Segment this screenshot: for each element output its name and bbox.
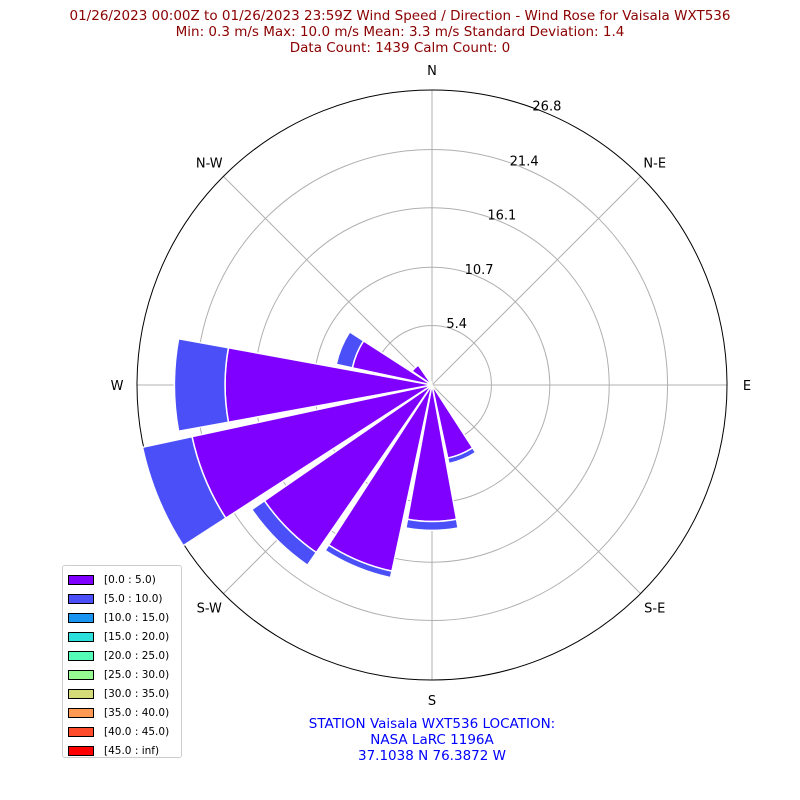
station-info: STATION Vaisala WXT536 LOCATION: NASA La… bbox=[232, 716, 632, 764]
legend-swatch bbox=[68, 612, 94, 623]
legend-item: [25.0 : 30.0) bbox=[68, 665, 181, 684]
bar-segment-bin-0 bbox=[429, 380, 433, 386]
legend-item: [0.0 : 5.0) bbox=[68, 570, 181, 589]
direction-label: S bbox=[428, 694, 436, 709]
bar-segment-bin-1 bbox=[335, 330, 365, 369]
radial-tick-label: 10.7 bbox=[465, 263, 494, 278]
direction-label: N-E bbox=[643, 156, 666, 171]
legend-label: [0.0 : 5.0) bbox=[104, 573, 156, 586]
legend-label: [45.0 : inf) bbox=[104, 744, 160, 757]
legend-item: [10.0 : 15.0) bbox=[68, 608, 181, 627]
legend-swatch bbox=[68, 726, 94, 737]
legend-swatch bbox=[68, 593, 94, 604]
station-line-2: NASA LaRC 1196A bbox=[370, 732, 494, 748]
bar-segment-bin-1 bbox=[405, 518, 459, 532]
title-line-3: Data Count: 1439 Calm Count: 0 bbox=[289, 40, 511, 56]
legend-swatch bbox=[68, 650, 94, 661]
title-line-2: Min: 0.3 m/s Max: 10.0 m/s Mean: 3.3 m/s… bbox=[175, 24, 625, 40]
legend-item: [35.0 : 40.0) bbox=[68, 703, 181, 722]
bar-segment-bin-1 bbox=[446, 446, 477, 465]
direction-label: W bbox=[111, 379, 124, 394]
legend-label: [35.0 : 40.0) bbox=[104, 706, 170, 719]
radial-gridline bbox=[431, 384, 641, 594]
bar-segment-bin-0 bbox=[411, 364, 433, 386]
radial-gridline bbox=[223, 176, 433, 386]
direction-label: N-W bbox=[196, 156, 223, 171]
direction-label: E bbox=[743, 379, 751, 394]
legend-item: [20.0 : 25.0) bbox=[68, 646, 181, 665]
direction-label: N bbox=[427, 64, 437, 79]
legend-swatch bbox=[68, 707, 94, 718]
radial-tick-label: 21.4 bbox=[510, 154, 539, 169]
axis-labels: 5.4 10.7 16.1 21.4 26.8 N N-E E S-E S S-W W N-W bbox=[111, 64, 752, 709]
radial-gridline bbox=[431, 176, 641, 386]
wind-bars bbox=[141, 330, 477, 579]
legend-label: [20.0 : 25.0) bbox=[104, 649, 170, 662]
station-line-3: 37.1038 N 76.3872 W bbox=[358, 748, 506, 764]
title-line-1: 01/26/2023 00:00Z to 01/26/2023 23:59Z W… bbox=[69, 8, 731, 24]
radial-tick-label: 26.8 bbox=[532, 99, 561, 114]
legend-label: [25.0 : 30.0) bbox=[104, 668, 170, 681]
bar-segment-bin-1 bbox=[324, 543, 393, 579]
outer-ring bbox=[136, 89, 728, 681]
radial-tick-label: 16.1 bbox=[487, 208, 516, 223]
legend-swatch bbox=[68, 745, 94, 756]
legend-item: [5.0 : 10.0) bbox=[68, 589, 181, 608]
legend-item: [40.0 : 45.0) bbox=[68, 722, 181, 741]
legend: [0.0 : 5.0) [5.0 : 10.0) [10.0 : 15.0) [15.… bbox=[62, 565, 182, 758]
radial-tick-label: 5.4 bbox=[446, 317, 467, 332]
legend-item: [15.0 : 20.0) bbox=[68, 627, 181, 646]
legend-swatch bbox=[68, 631, 94, 642]
legend-label: [15.0 : 20.0) bbox=[104, 630, 170, 643]
station-line-1: STATION Vaisala WXT536 LOCATION: bbox=[308, 716, 556, 732]
bar-segment-bin-1 bbox=[141, 435, 227, 547]
bar-segment-bin-1 bbox=[250, 499, 318, 567]
legend-label: [5.0 : 10.0) bbox=[104, 592, 163, 605]
legend-label: [30.0 : 35.0) bbox=[104, 687, 170, 700]
legend-item: [45.0 : inf) bbox=[68, 741, 181, 760]
legend-item: [30.0 : 35.0) bbox=[68, 684, 181, 703]
direction-label: S-E bbox=[644, 602, 665, 617]
legend-swatch bbox=[68, 669, 94, 680]
legend-swatch bbox=[68, 574, 94, 585]
legend-label: [10.0 : 15.0) bbox=[104, 611, 170, 624]
legend-swatch bbox=[68, 688, 94, 699]
legend-label: [40.0 : 45.0) bbox=[104, 725, 170, 738]
direction-label: S-W bbox=[197, 602, 222, 617]
bar-segment-bin-1 bbox=[173, 337, 230, 433]
chart-title: 01/26/2023 00:00Z to 01/26/2023 23:59Z W… bbox=[0, 8, 800, 56]
